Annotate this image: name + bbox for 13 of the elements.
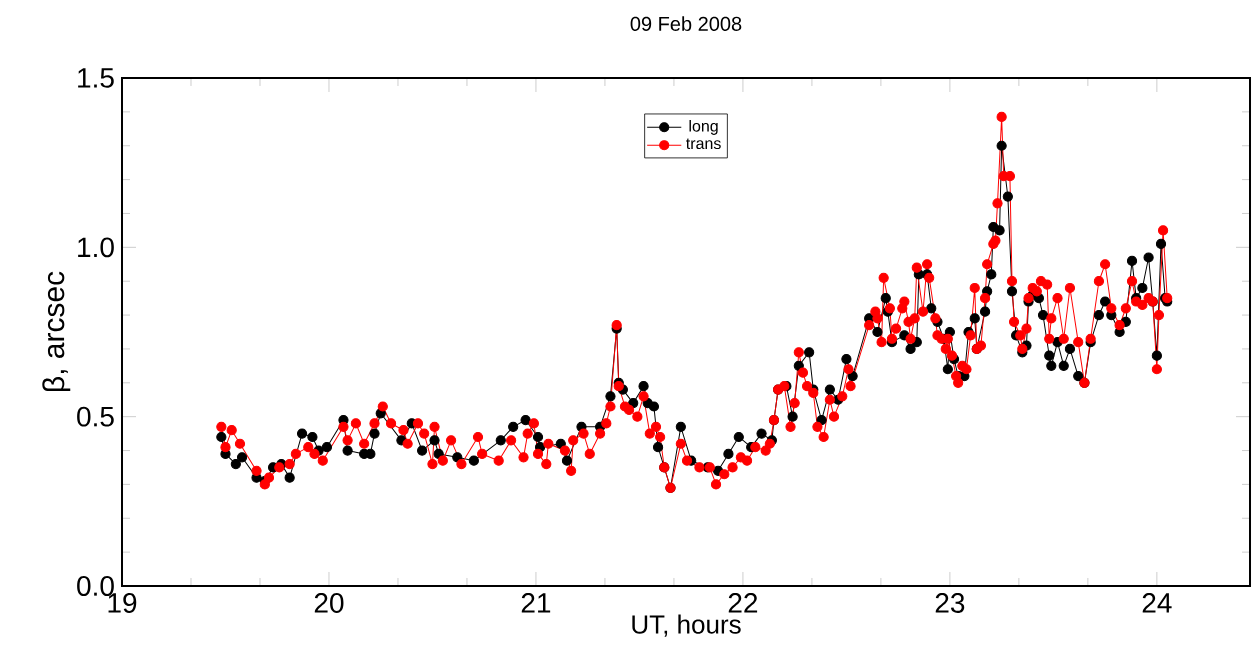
x-tick-label: 21	[521, 593, 551, 613]
y-tick-label: 0.5	[77, 406, 114, 427]
x-axis-title: UT, hours	[632, 614, 741, 637]
chart-title: 09 Feb 2008	[630, 16, 742, 31]
legend-label: long	[689, 119, 718, 135]
x-tick-label: 24	[1142, 593, 1172, 613]
x-tick-label: 23	[935, 593, 965, 613]
x-tick-label: 22	[728, 593, 758, 613]
y-axis-title: β, arcsec	[42, 271, 71, 392]
y-tick-label: 1.0	[78, 237, 114, 258]
y-tick-label: 1.5	[78, 68, 114, 88]
legend-label: trans	[686, 138, 721, 150]
x-tick-label: 20	[314, 593, 344, 613]
